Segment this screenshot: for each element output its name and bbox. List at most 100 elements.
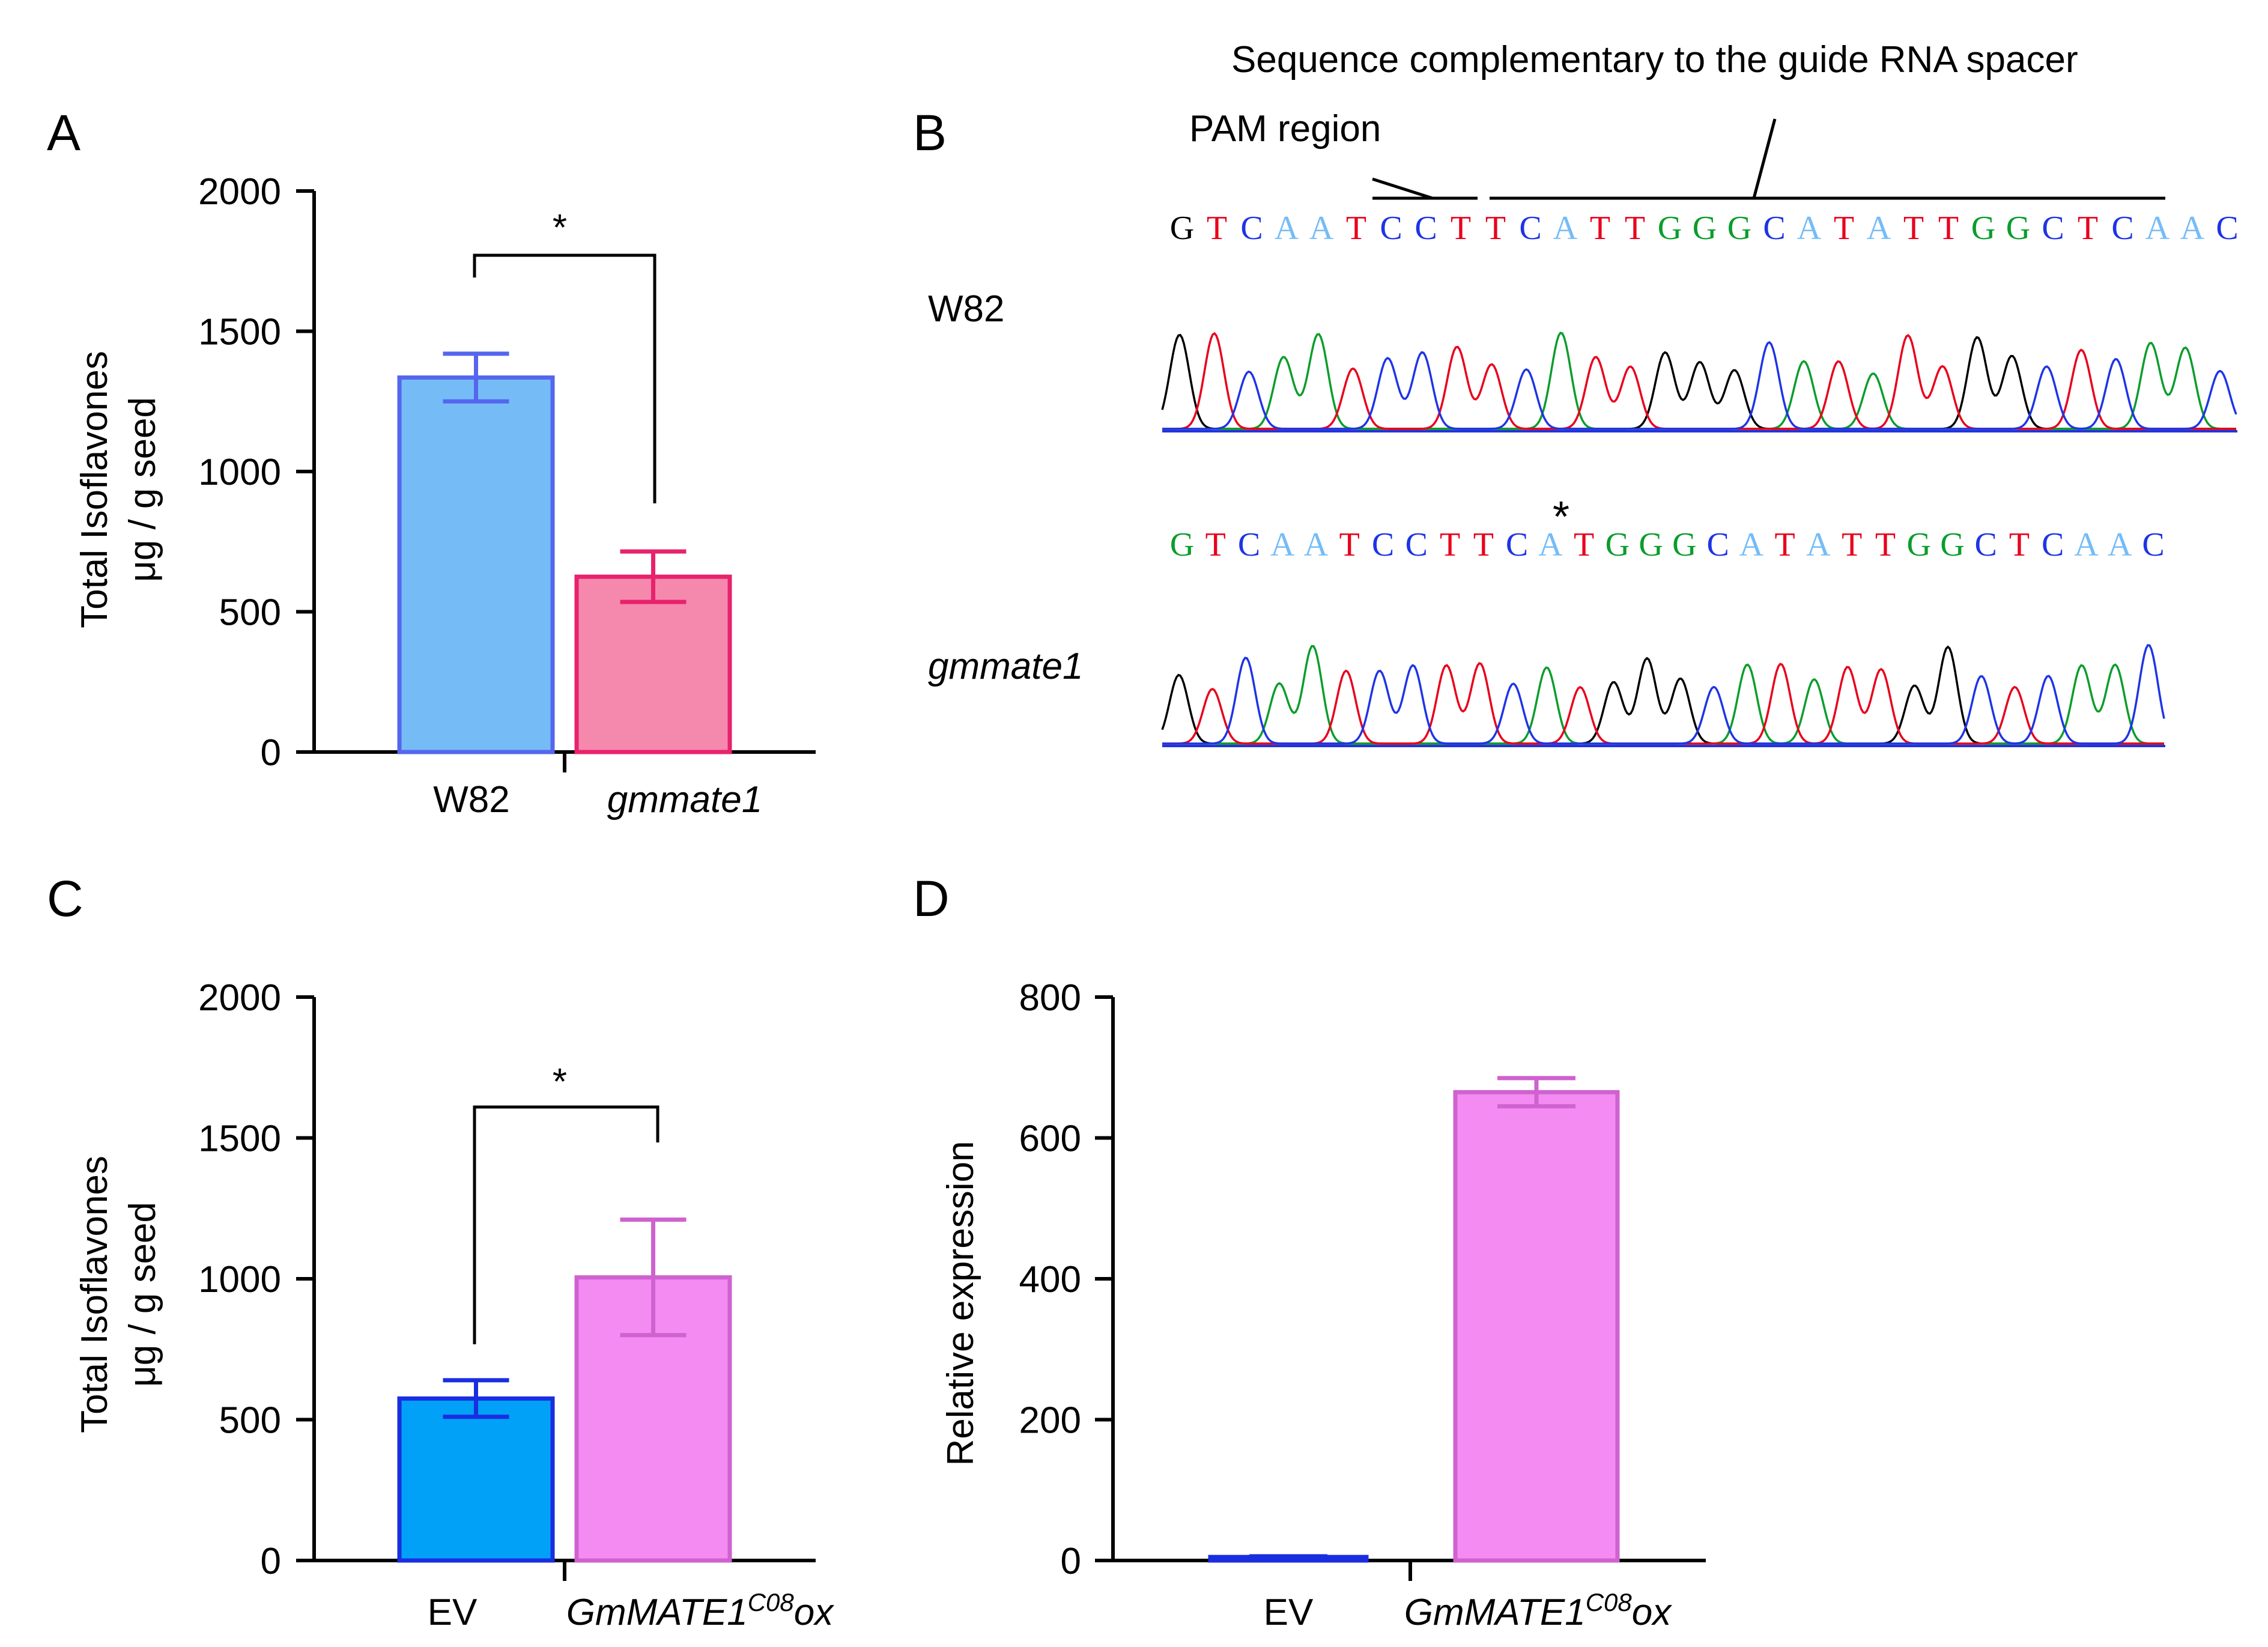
y-axis-label-c: Total Isoflavones μg / g seed xyxy=(74,1156,163,1433)
row-label-gmmate1: gmmate1 xyxy=(928,646,1083,687)
base-letter: T xyxy=(2078,210,2098,247)
base-letter: C xyxy=(2216,210,2238,247)
significance-star: * xyxy=(553,1061,567,1103)
base-letter: A xyxy=(2074,526,2099,563)
bars-d xyxy=(1208,1076,1620,1563)
base-letter: G xyxy=(1605,526,1630,563)
base-letter: G xyxy=(1170,526,1194,563)
base-letter: C xyxy=(1414,210,1437,247)
y-tick-label: 0 xyxy=(1061,1541,1081,1582)
base-letter: T xyxy=(1205,526,1226,563)
base-letter: T xyxy=(2009,526,2030,563)
base-letter: C xyxy=(2111,210,2133,247)
panel-c: C Total Isoflavones μg / g seed 0 500 1000… xyxy=(47,870,834,1633)
base-letter: T xyxy=(1590,210,1610,247)
axes-a: 0 500 1000 1500 2000 W82 gmmate1 xyxy=(198,171,816,820)
base-letter: T xyxy=(1451,210,1471,247)
bar xyxy=(397,1396,555,1563)
base-letter: T xyxy=(1339,526,1360,563)
base-letter: G xyxy=(1940,526,1964,563)
base-letter: G xyxy=(1727,210,1751,247)
y-axis-label-a: Total Isoflavones μg / g seed xyxy=(74,351,163,628)
bar xyxy=(397,375,555,754)
category-label: EV xyxy=(1264,1592,1314,1633)
base-letter: G xyxy=(1639,526,1663,563)
y-label-line2: μg / g seed xyxy=(122,1202,163,1387)
category-label: EV xyxy=(428,1592,478,1633)
base-letter: T xyxy=(1440,526,1460,563)
y-tick-label: 500 xyxy=(219,1400,281,1442)
base-letter: T xyxy=(1875,526,1896,563)
y-tick-label: 1500 xyxy=(198,312,281,353)
base-letter: A xyxy=(2108,526,2132,563)
base-letter: G xyxy=(1658,210,1682,247)
bracket-line xyxy=(473,253,656,503)
base-letter: C xyxy=(1763,210,1785,247)
category-label: gmmate1 xyxy=(607,779,762,820)
base-letter: A xyxy=(1270,526,1295,563)
row-label-w82: W82 xyxy=(928,288,1004,330)
bar xyxy=(1453,1090,1620,1563)
annotation-lines xyxy=(1372,118,2165,200)
y-label-line1: Total Isoflavones xyxy=(74,351,115,628)
base-letter: A xyxy=(1538,526,1563,563)
y-tick-label: 0 xyxy=(261,1541,281,1582)
base-letter: C xyxy=(2042,210,2064,247)
base-letter: A xyxy=(2145,210,2170,247)
base-letter: A xyxy=(1304,526,1329,563)
y-tick-label: 2000 xyxy=(198,171,281,213)
trace-A xyxy=(1162,645,2164,745)
panel-a: A Total Isoflavones μg / g seed 0 500 1000… xyxy=(47,105,816,820)
y-tick-label: 600 xyxy=(1019,1118,1081,1160)
spacer-annotation: Sequence complementary to the guide RNA … xyxy=(1231,39,2078,80)
panel-label-d: D xyxy=(913,870,950,927)
base-letter: T xyxy=(1938,210,1959,247)
base-letter: A xyxy=(1309,210,1334,247)
panel-b: B Sequence complementary to the guide RN… xyxy=(913,39,2239,747)
trace-G xyxy=(1161,645,2164,745)
base-letter: A xyxy=(1275,210,1299,247)
base-letter: G xyxy=(1693,210,1717,247)
base-letter: A xyxy=(1739,526,1764,563)
y-tick-label: 0 xyxy=(261,732,281,774)
category-label: GmMATE1C08ox xyxy=(566,1588,835,1634)
base-letter: A xyxy=(2180,210,2205,247)
y-label-line2: μg / g seed xyxy=(122,397,163,582)
panel-d: D Relative expression 0 200 400 600 800 EV GmM… xyxy=(913,870,1706,1633)
significance-bracket-c: * xyxy=(473,1061,659,1344)
base-letter: C xyxy=(1238,526,1260,563)
y-tick-label: 200 xyxy=(1019,1400,1081,1442)
y-tick-label: 500 xyxy=(219,592,281,634)
base-letter: C xyxy=(1240,210,1263,247)
base-letter: C xyxy=(2042,526,2064,563)
bars-a xyxy=(397,351,732,754)
significance-star: * xyxy=(553,207,567,249)
y-tick-label: 400 xyxy=(1019,1259,1081,1300)
base-letter: C xyxy=(1506,526,1528,563)
chromatogram-gmmate1 xyxy=(1161,644,2165,747)
pam-annotation: PAM region xyxy=(1189,108,1381,150)
trace-C xyxy=(1162,341,2237,430)
category-label: GmMATE1C08ox xyxy=(1404,1588,1673,1634)
trace-A xyxy=(1162,332,2236,430)
base-letter: T xyxy=(1473,526,1494,563)
base-letter: C xyxy=(2142,526,2164,563)
chromatogram-w82 xyxy=(1161,332,2237,432)
panel-label-b: B xyxy=(913,105,947,161)
y-tick-label: 2000 xyxy=(198,977,281,1019)
y-label-line1: Total Isoflavones xyxy=(74,1156,115,1433)
base-letter: T xyxy=(1574,526,1594,563)
bracket-line xyxy=(473,1105,659,1344)
mutation-marker: * xyxy=(1553,493,1569,541)
y-tick-label: 1000 xyxy=(198,1259,281,1300)
base-letter: C xyxy=(1975,526,1997,563)
base-letter: T xyxy=(1834,210,1854,247)
base-letter: G xyxy=(1906,526,1930,563)
base-letter: T xyxy=(1625,210,1645,247)
y-axis-label-d: Relative expression xyxy=(940,1141,981,1466)
panel-label-c: C xyxy=(47,870,83,927)
bars-c xyxy=(397,1218,732,1563)
base-letter: T xyxy=(1207,210,1227,247)
